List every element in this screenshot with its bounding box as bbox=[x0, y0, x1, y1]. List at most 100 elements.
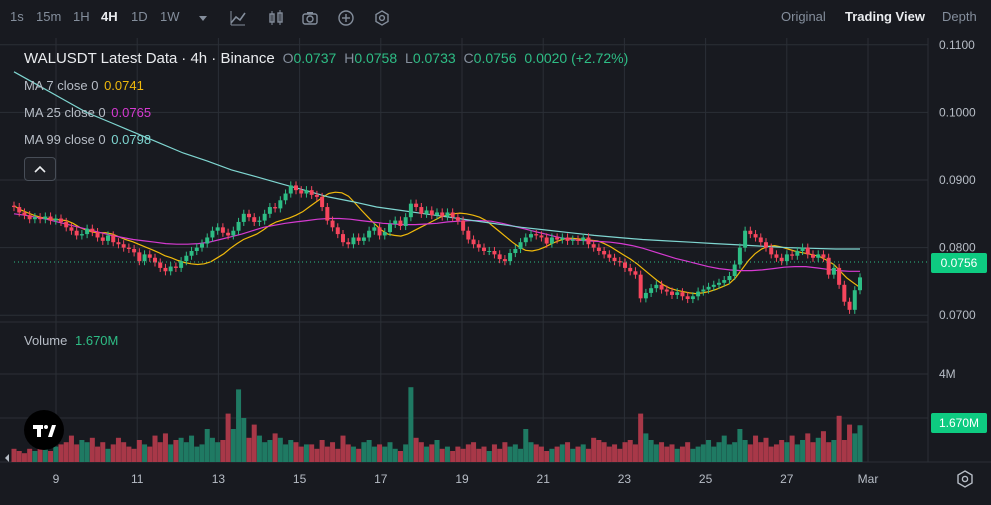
change-value: 0.0020 (+2.72%) bbox=[524, 50, 629, 66]
candle bbox=[205, 237, 210, 244]
candle bbox=[22, 212, 27, 216]
volume-bar bbox=[643, 433, 649, 462]
volume-bar bbox=[820, 431, 826, 462]
candle bbox=[304, 190, 309, 194]
view-trading-view[interactable]: Trading View bbox=[845, 9, 925, 24]
ma99-value: 0.0798 bbox=[111, 132, 152, 147]
indicator-icon[interactable] bbox=[228, 8, 248, 28]
tradingview-logo[interactable] bbox=[24, 410, 64, 450]
candle bbox=[210, 230, 215, 238]
chart-settings-icon[interactable] bbox=[955, 469, 975, 489]
volume-bar bbox=[591, 437, 597, 462]
candle bbox=[147, 254, 152, 258]
volume-bar bbox=[79, 440, 85, 462]
candle bbox=[711, 284, 716, 287]
volume-bar bbox=[831, 440, 837, 462]
time-tick-label: 21 bbox=[537, 472, 551, 486]
volume-bar bbox=[37, 446, 43, 462]
scroll-left-icon[interactable] bbox=[3, 452, 11, 464]
volume-bar bbox=[131, 448, 137, 462]
volume-bar bbox=[382, 446, 388, 462]
timeframe-1w[interactable]: 1W bbox=[160, 9, 180, 24]
candle bbox=[508, 253, 513, 262]
view-depth[interactable]: Depth bbox=[942, 9, 977, 24]
volume-bar bbox=[794, 444, 800, 462]
collapse-legend-button[interactable] bbox=[24, 157, 56, 181]
volume-bar bbox=[753, 435, 759, 462]
volume-bar bbox=[836, 415, 842, 462]
volume-bar bbox=[183, 442, 189, 462]
candle bbox=[137, 252, 142, 262]
candle bbox=[513, 248, 518, 254]
candle bbox=[106, 235, 110, 241]
candle bbox=[690, 296, 695, 300]
volume-bar bbox=[424, 446, 430, 462]
candle bbox=[247, 213, 251, 218]
volume-bar bbox=[330, 442, 336, 462]
time-tick-label: 27 bbox=[780, 472, 794, 486]
time-tick-label: 11 bbox=[131, 472, 144, 486]
candle bbox=[32, 217, 37, 220]
volume-bar bbox=[319, 440, 325, 462]
volume-bar bbox=[465, 444, 471, 462]
candle bbox=[163, 267, 168, 272]
timeframe-1s[interactable]: 1s bbox=[10, 9, 24, 24]
price-tick-label: 0.0800 bbox=[939, 241, 976, 255]
volume-bar bbox=[450, 451, 456, 462]
settings-icon[interactable] bbox=[372, 8, 392, 28]
volume-bar bbox=[256, 435, 262, 462]
volume-bar bbox=[209, 437, 215, 462]
candle bbox=[847, 301, 852, 310]
volume-value: 1.670M bbox=[75, 333, 119, 348]
volume-bar bbox=[502, 442, 508, 462]
chevron-down-icon[interactable] bbox=[193, 8, 213, 28]
timeframe-1d[interactable]: 1D bbox=[131, 9, 148, 24]
volume-bar bbox=[230, 429, 236, 462]
candle bbox=[837, 267, 842, 285]
timeframe-1h[interactable]: 1H bbox=[73, 9, 90, 24]
volume-bar bbox=[84, 442, 90, 462]
ma-line-ma99 bbox=[13, 71, 860, 250]
current-volume-tag: 1.670M bbox=[931, 413, 987, 433]
ma25-legend: MA 25 close 0 0.0765 bbox=[24, 105, 151, 120]
volume-bar bbox=[679, 446, 685, 462]
ma99-label: MA 99 close 0 bbox=[24, 132, 106, 147]
candle bbox=[617, 261, 622, 263]
volume-bar bbox=[340, 435, 346, 462]
candle bbox=[398, 220, 403, 226]
candle bbox=[529, 234, 533, 238]
volume-bar bbox=[826, 442, 832, 462]
volume-bar bbox=[236, 389, 242, 462]
candle bbox=[743, 230, 748, 248]
candle-type-icon[interactable] bbox=[266, 8, 286, 28]
high-label: H bbox=[344, 50, 355, 66]
camera-icon[interactable] bbox=[300, 8, 320, 28]
volume-bar bbox=[737, 429, 743, 462]
tradingview-logo-icon bbox=[33, 425, 56, 437]
timeframe-15m[interactable]: 15m bbox=[36, 9, 62, 24]
price-tick-label: 0.1100 bbox=[939, 38, 975, 52]
candle bbox=[764, 242, 768, 248]
candle bbox=[581, 237, 586, 241]
candle bbox=[623, 262, 627, 268]
candle bbox=[382, 232, 387, 236]
volume-bar bbox=[377, 444, 383, 462]
volume-bar bbox=[178, 437, 184, 462]
volume-bar bbox=[559, 444, 565, 462]
candle bbox=[69, 227, 74, 231]
view-original[interactable]: Original bbox=[781, 9, 826, 24]
volume-bar bbox=[142, 444, 148, 462]
candle bbox=[502, 259, 507, 262]
volume-bar bbox=[674, 448, 680, 462]
ma7-value: 0.0741 bbox=[104, 78, 144, 93]
plus-circle-icon[interactable] bbox=[336, 8, 356, 28]
candle bbox=[549, 237, 554, 244]
candle bbox=[795, 251, 800, 256]
candle bbox=[670, 291, 674, 295]
timeframe-4h[interactable]: 4H bbox=[101, 9, 118, 24]
candle bbox=[43, 216, 48, 220]
candle bbox=[85, 228, 90, 235]
candle bbox=[126, 247, 131, 249]
candle bbox=[523, 237, 528, 243]
